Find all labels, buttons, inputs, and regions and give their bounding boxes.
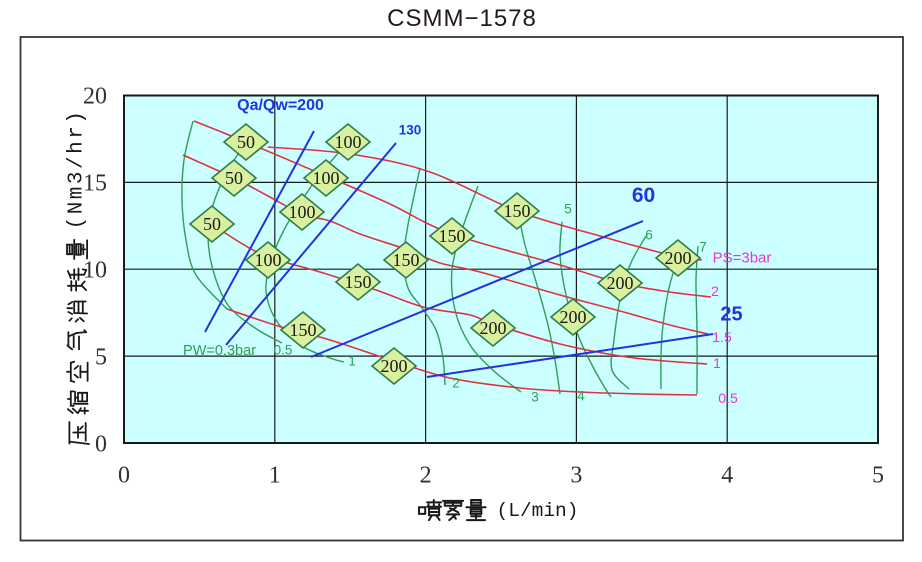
svg-text:100: 100: [289, 202, 316, 222]
svg-text:100: 100: [335, 132, 362, 152]
svg-text:150: 150: [393, 250, 420, 270]
svg-text:150: 150: [345, 272, 372, 292]
svg-text:50: 50: [203, 214, 221, 234]
svg-text:200: 200: [381, 356, 408, 376]
svg-text:200: 200: [607, 273, 634, 293]
svg-text:150: 150: [290, 320, 317, 340]
svg-text:100: 100: [255, 250, 282, 270]
svg-text:200: 200: [480, 318, 507, 338]
svg-text:200: 200: [560, 307, 587, 327]
svg-text:50: 50: [225, 168, 243, 188]
svg-text:200: 200: [665, 248, 692, 268]
svg-text:50: 50: [237, 132, 255, 152]
svg-text:100: 100: [313, 168, 340, 188]
svg-text:150: 150: [439, 226, 466, 246]
svg-text:150: 150: [504, 201, 531, 221]
